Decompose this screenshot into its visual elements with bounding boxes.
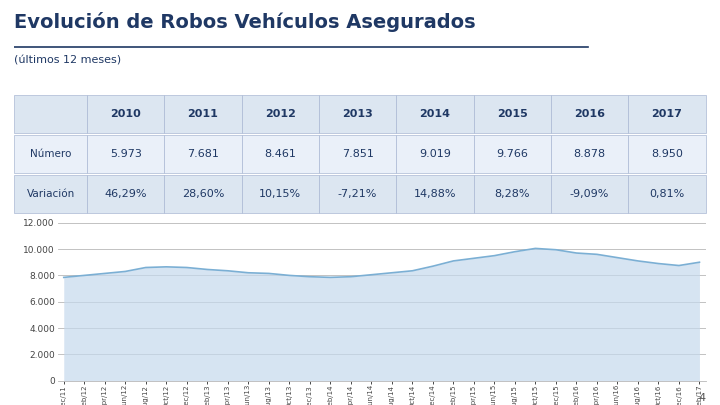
FancyBboxPatch shape xyxy=(242,95,319,133)
FancyBboxPatch shape xyxy=(87,175,164,213)
FancyBboxPatch shape xyxy=(319,95,396,133)
FancyBboxPatch shape xyxy=(474,95,551,133)
Text: 8.878: 8.878 xyxy=(574,149,606,159)
Text: 5.973: 5.973 xyxy=(109,149,142,159)
Text: 2017: 2017 xyxy=(652,109,683,119)
FancyBboxPatch shape xyxy=(14,135,87,173)
Text: 46,29%: 46,29% xyxy=(104,189,147,199)
Text: 8,28%: 8,28% xyxy=(495,189,530,199)
FancyBboxPatch shape xyxy=(242,135,319,173)
FancyBboxPatch shape xyxy=(87,135,164,173)
Text: 2014: 2014 xyxy=(420,109,451,119)
FancyBboxPatch shape xyxy=(551,95,629,133)
FancyBboxPatch shape xyxy=(551,175,629,213)
FancyBboxPatch shape xyxy=(396,135,474,173)
Text: 2013: 2013 xyxy=(342,109,373,119)
FancyBboxPatch shape xyxy=(164,95,242,133)
Text: 4: 4 xyxy=(698,393,706,403)
Text: 28,60%: 28,60% xyxy=(181,189,224,199)
Text: -9,09%: -9,09% xyxy=(570,189,609,199)
Text: Variación: Variación xyxy=(27,189,75,199)
FancyBboxPatch shape xyxy=(629,175,706,213)
Text: 8.950: 8.950 xyxy=(651,149,683,159)
FancyBboxPatch shape xyxy=(242,175,319,213)
Text: 10,15%: 10,15% xyxy=(259,189,302,199)
Text: 2011: 2011 xyxy=(187,109,218,119)
Text: 2012: 2012 xyxy=(265,109,296,119)
FancyBboxPatch shape xyxy=(319,175,396,213)
Text: 2010: 2010 xyxy=(110,109,141,119)
Text: 9.766: 9.766 xyxy=(496,149,528,159)
Text: 7.851: 7.851 xyxy=(342,149,374,159)
Text: -7,21%: -7,21% xyxy=(338,189,377,199)
Text: 2016: 2016 xyxy=(574,109,605,119)
FancyBboxPatch shape xyxy=(474,175,551,213)
FancyBboxPatch shape xyxy=(87,95,164,133)
FancyBboxPatch shape xyxy=(629,95,706,133)
FancyBboxPatch shape xyxy=(14,95,87,133)
Text: Evolución de Robos Vehículos Asegurados: Evolución de Robos Vehículos Asegurados xyxy=(14,12,476,32)
FancyBboxPatch shape xyxy=(629,135,706,173)
Text: Número: Número xyxy=(30,149,71,159)
Text: 0,81%: 0,81% xyxy=(649,189,685,199)
FancyBboxPatch shape xyxy=(474,135,551,173)
Text: 2015: 2015 xyxy=(497,109,528,119)
FancyBboxPatch shape xyxy=(319,135,396,173)
Text: (últimos 12 meses): (últimos 12 meses) xyxy=(14,55,122,65)
FancyBboxPatch shape xyxy=(396,175,474,213)
Text: 8.461: 8.461 xyxy=(264,149,296,159)
FancyBboxPatch shape xyxy=(396,95,474,133)
Text: 9.019: 9.019 xyxy=(419,149,451,159)
FancyBboxPatch shape xyxy=(14,175,87,213)
Text: 14,88%: 14,88% xyxy=(414,189,456,199)
FancyBboxPatch shape xyxy=(164,135,242,173)
FancyBboxPatch shape xyxy=(551,135,629,173)
FancyBboxPatch shape xyxy=(164,175,242,213)
Text: 7.681: 7.681 xyxy=(187,149,219,159)
